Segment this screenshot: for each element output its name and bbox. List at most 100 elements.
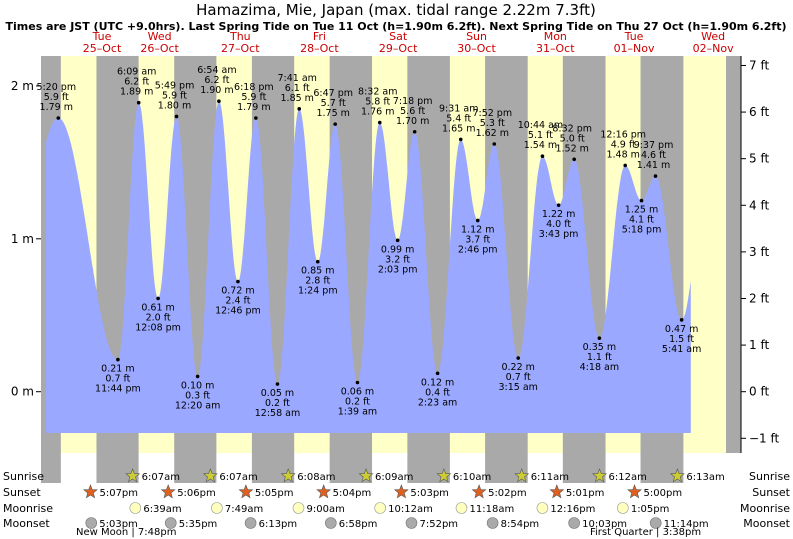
tide-height-m: 1.65 m — [442, 123, 475, 134]
high-tide: 6:09 am6.2 ft1.89 m — [117, 67, 156, 105]
low-tide: 1.22 m4.0 ft3:43 pm — [539, 203, 578, 240]
y-tick-label-ft: 6 ft — [749, 105, 769, 119]
tide-time: 2:03 pm — [378, 264, 418, 275]
day-name: Tue — [92, 30, 112, 43]
moon-phase-new: New Moon | 7:48pm — [76, 527, 176, 538]
high-tide: 8:32 pm5.0 ft1.52 m — [552, 123, 592, 162]
tide-point — [174, 114, 179, 119]
moonrise-time: 12:16pm — [550, 504, 595, 515]
moonset-icon — [164, 517, 177, 529]
tide-height-m: 1.54 m — [524, 140, 557, 151]
tide-height-m: 1.80 m — [158, 100, 191, 111]
tide-time: 5:41 am — [662, 344, 701, 355]
tide-point — [254, 116, 258, 120]
tide-height-ft: 1.1 ft — [587, 352, 612, 363]
tide-height-ft: 3.2 ft — [385, 254, 410, 265]
moonset-icon — [486, 517, 499, 529]
tide-height-m: 1.70 m — [396, 116, 429, 127]
day-name: Thu — [229, 30, 251, 43]
tide-height-ft: 0.3 ft — [185, 390, 210, 401]
sunrise-icon — [358, 468, 374, 483]
tide-time: 6:47 pm — [313, 88, 353, 99]
tide-time: 12:16 pm — [600, 129, 646, 140]
tide-time: 10:44 am — [518, 120, 563, 131]
tide-time: 1:24 pm — [298, 286, 338, 297]
tide-height-ft: 5.9 ft — [44, 92, 69, 103]
tide-height-m: 0.99 m — [381, 244, 414, 255]
tide-height-ft: 5.8 ft — [365, 97, 390, 108]
moonrise-time: 10:12am — [388, 504, 433, 515]
sunset-icon — [471, 484, 487, 499]
tide-height-ft: 5.7 ft — [321, 98, 346, 109]
sunset-icon — [160, 484, 176, 499]
tide-point — [395, 238, 400, 243]
tide-height-ft: 2.0 ft — [146, 312, 171, 323]
row-label-left: Moonset — [3, 517, 50, 530]
tide-height-ft: 2.8 ft — [305, 276, 330, 287]
moonset-icon — [405, 517, 418, 529]
tide-point — [236, 279, 240, 284]
tide-point — [458, 137, 463, 142]
axes: 0 m 1 m 2 m −1 ft 0 ft 1 ft 2 ft 3 ft 4 ft 5 ft 6 … — [11, 56, 780, 453]
tide-point — [572, 157, 576, 162]
sunrise-icon — [514, 468, 530, 483]
tide-point — [475, 218, 480, 223]
sunset-icon — [316, 484, 332, 499]
tide-time: 4:18 am — [580, 362, 619, 373]
tide-height-ft: 4.6 ft — [641, 150, 666, 161]
day-date: 02–Nov — [693, 42, 734, 55]
moonset-time: 7:52pm — [420, 519, 459, 530]
moonrise-icon — [129, 502, 142, 514]
tide-point — [56, 116, 61, 120]
tide-height-m: 0.47 m — [665, 324, 698, 335]
moonrise-time: 6:39am — [143, 504, 181, 515]
tide-point — [492, 142, 497, 146]
row-label-left: Moonrise — [3, 502, 53, 515]
moonset-time: 11:14pm — [664, 519, 709, 530]
tide-time: 5:18 pm — [622, 225, 662, 236]
tide-time: 12:58 am — [255, 408, 300, 419]
sunrise-icon — [592, 468, 608, 483]
low-tide: 0.12 m0.4 ft2:23 am — [418, 371, 457, 408]
sunrise-time: 6:12am — [609, 472, 647, 483]
moonrise-time: 1:05pm — [631, 504, 670, 515]
day-date: 26–Oct — [140, 42, 179, 55]
tide-height-m: 1.85 m — [281, 93, 314, 104]
tide-height-ft: 5.6 ft — [400, 106, 425, 117]
tide-height-m: 1.75 m — [316, 108, 349, 119]
tide-time: 1:39 am — [338, 407, 377, 418]
tide-point — [597, 336, 602, 340]
tide-height-ft: 3.7 ft — [465, 234, 490, 245]
y-tick-label-ft: 1 ft — [749, 338, 769, 352]
day-name: Mon — [544, 30, 567, 43]
tide-point — [195, 374, 200, 379]
day-name: Sun — [466, 30, 487, 43]
tide-point — [156, 296, 160, 301]
tide-point — [136, 100, 141, 105]
tide-point — [556, 203, 561, 207]
tide-height-m: 1.25 m — [625, 205, 658, 216]
sunset-time: 5:07pm — [99, 488, 138, 499]
tide-point — [679, 318, 684, 322]
tide-point — [540, 154, 545, 159]
sunset-icon — [627, 484, 643, 499]
tide-point — [315, 259, 320, 264]
tide-height-ft: 0.7 ft — [506, 372, 531, 383]
tide-point — [116, 357, 120, 362]
high-tide: 6:18 pm5.9 ft1.79 m — [234, 82, 274, 120]
moonrise-icon — [617, 502, 629, 514]
moonset-time: 6:58pm — [339, 519, 378, 530]
tide-time: 3:15 am — [498, 382, 537, 393]
sunset-icon — [82, 484, 98, 499]
tide-point — [639, 198, 644, 203]
y-tick-label-ft: −1 ft — [749, 431, 780, 445]
sunrise-time: 6:09am — [375, 472, 413, 483]
sunset-time: 5:05pm — [255, 488, 294, 499]
